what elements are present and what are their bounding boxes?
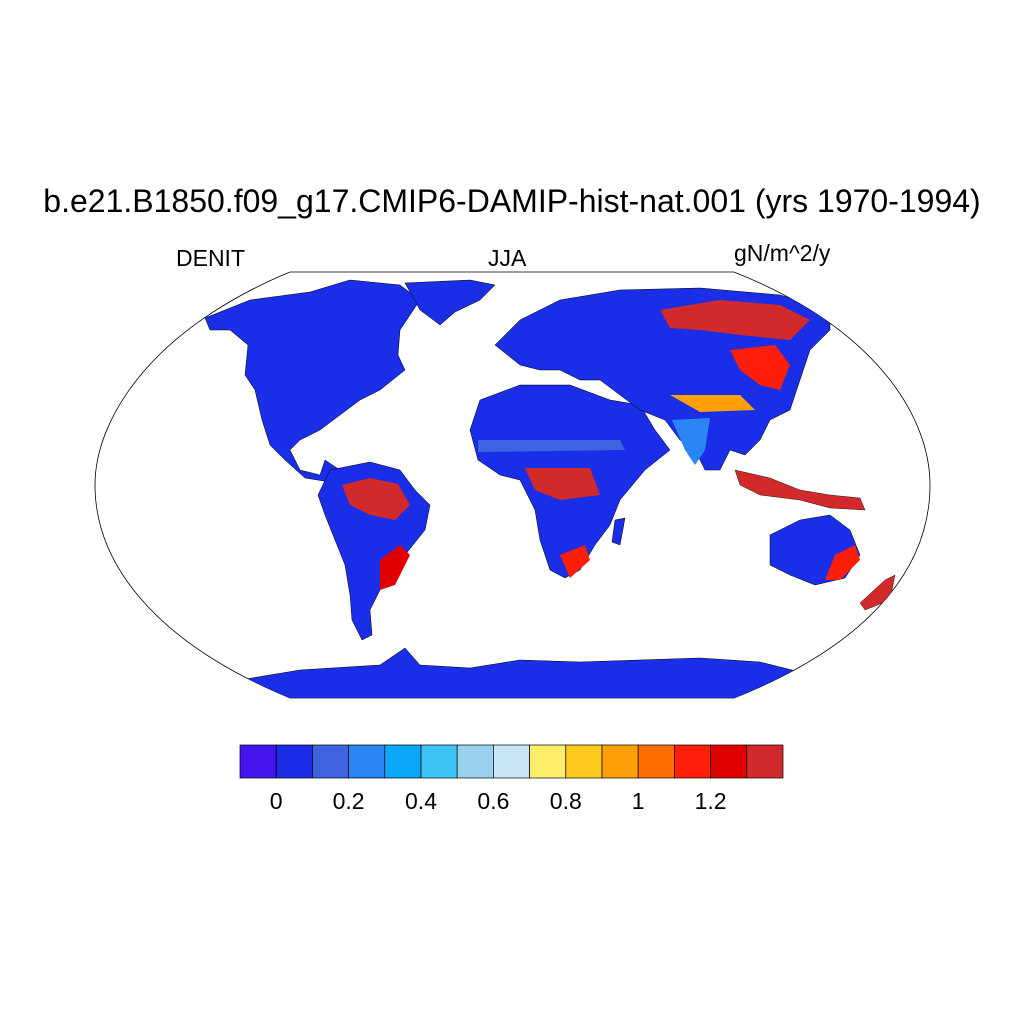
colorbar-swatch — [275, 744, 313, 779]
colorbar-tick-label: 1.2 — [694, 788, 727, 814]
land-siberia-hot — [660, 300, 810, 340]
colorbar-tick-label: 0.4 — [405, 788, 437, 814]
colorbar-swatch — [420, 744, 458, 779]
colorbar-swatch — [239, 744, 277, 779]
colorbar-swatch — [312, 744, 349, 779]
colorbar-swatch — [493, 744, 530, 779]
colorbar — [239, 744, 784, 779]
land-china-hot — [730, 345, 790, 390]
land-indonesia — [734, 469, 866, 511]
colorbar-swatch — [456, 744, 494, 779]
land-central-africa-hot — [525, 468, 600, 500]
colorbar-tick-label: 0 — [269, 788, 283, 814]
colorbar-swatch — [384, 744, 422, 779]
land-himalaya-band — [670, 395, 755, 412]
land-brazil-hot — [380, 545, 410, 590]
colorbar-swatch — [601, 744, 639, 779]
colorbar-tick-label: 0.6 — [477, 788, 510, 814]
plot-title: b.e21.B1850.f09_g17.CMIP6-DAMIP-hist-nat… — [43, 183, 981, 219]
variable-label: DENIT — [176, 245, 245, 271]
colorbar-swatch — [348, 744, 386, 779]
colorbar-swatch — [637, 744, 675, 779]
units-label: gN/m^2/y — [734, 240, 831, 266]
colorbar-tick-label: 0.8 — [549, 788, 582, 814]
colorbar-swatch — [746, 744, 784, 779]
land-sahel-band — [478, 440, 625, 452]
colorbar-tick-label: 1 — [631, 788, 645, 814]
colorbar-swatch — [674, 744, 711, 779]
land-greenland — [404, 279, 496, 326]
land-east-australia-hot — [825, 545, 860, 580]
land-south-africa-hot — [560, 545, 590, 578]
colorbar-swatch — [529, 744, 567, 779]
colorbar-tick-label: 0.2 — [332, 788, 365, 814]
land-india — [672, 418, 710, 465]
land-madagascar — [611, 517, 626, 546]
colorbar-swatch — [710, 744, 748, 779]
season-label: JJA — [488, 245, 527, 271]
land-amazon-hot — [342, 478, 410, 520]
colorbar-swatch — [565, 744, 603, 779]
